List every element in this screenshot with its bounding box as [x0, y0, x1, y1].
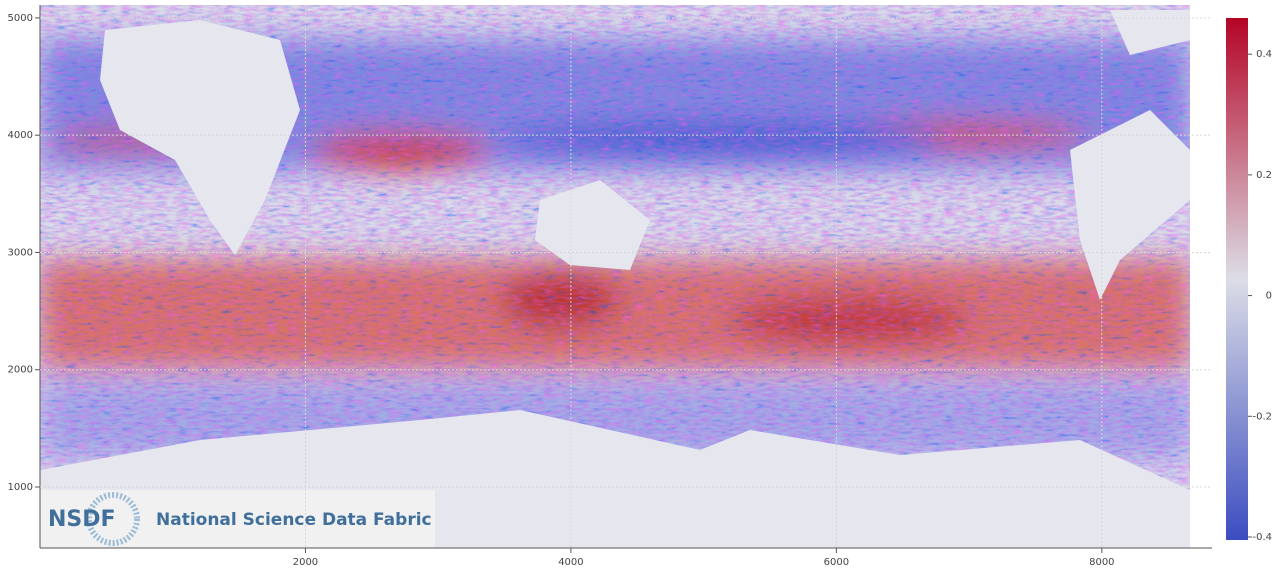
x-tick-label: 2000: [293, 557, 318, 568]
colorbar-tick-label: -0.4: [1252, 532, 1272, 543]
y-tick-label: 1000: [8, 482, 33, 493]
y-tick-label: 3000: [8, 247, 33, 258]
y-tick-label: 2000: [8, 365, 33, 376]
colorbar-scale: [1226, 18, 1248, 540]
x-tick-label: 6000: [824, 557, 849, 568]
colorbar-tick-label: 0.2: [1256, 170, 1272, 181]
colorbar-tick-label: 0: [1266, 291, 1272, 302]
logo-backdrop: [40, 490, 435, 548]
logo-text: National Science Data Fabric: [156, 510, 432, 530]
x-tick-label: 4000: [558, 557, 583, 568]
colorbar-tick-label: -0.2: [1252, 411, 1272, 422]
heatmap-field: [40, 5, 1190, 548]
colorbar-tick-label: 0.4: [1256, 49, 1272, 60]
x-tick-label: 8000: [1089, 557, 1114, 568]
y-tick-label: 5000: [8, 13, 33, 24]
logo-globe: [86, 492, 140, 546]
y-tick-label: 4000: [8, 130, 33, 141]
colorbar: -0.4 -0.2 0 0.2 0.4: [1226, 18, 1272, 543]
logo-mark: NSDF: [48, 507, 116, 532]
